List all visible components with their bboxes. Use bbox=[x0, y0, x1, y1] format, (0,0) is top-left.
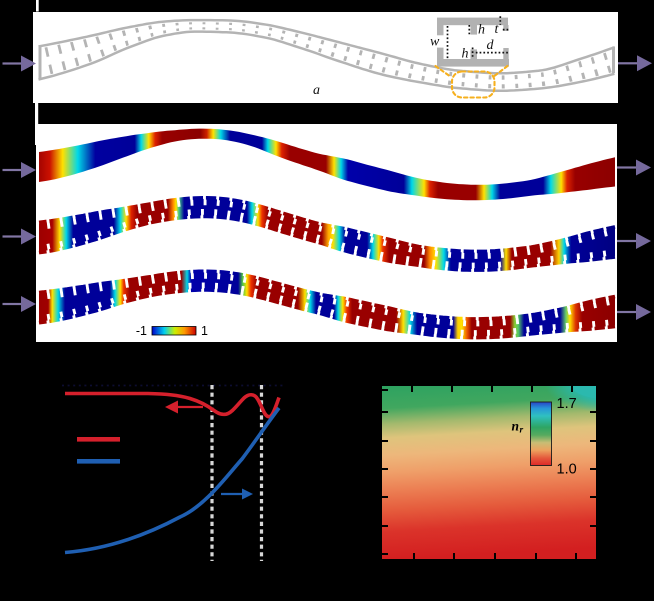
svg-text:h: h bbox=[478, 23, 485, 38]
svg-text:d: d bbox=[487, 38, 495, 53]
svg-text:1: 1 bbox=[201, 324, 208, 338]
svg-text:w: w bbox=[430, 35, 440, 50]
svg-text:h: h bbox=[462, 47, 469, 62]
svg-text:t: t bbox=[495, 22, 500, 37]
svg-text:r: r bbox=[520, 426, 524, 436]
svg-text:a: a bbox=[313, 83, 320, 98]
svg-text:1.7: 1.7 bbox=[557, 396, 577, 412]
svg-text:-1: -1 bbox=[136, 324, 147, 338]
svg-text:1.0: 1.0 bbox=[557, 462, 577, 478]
svg-text:n: n bbox=[512, 419, 520, 434]
